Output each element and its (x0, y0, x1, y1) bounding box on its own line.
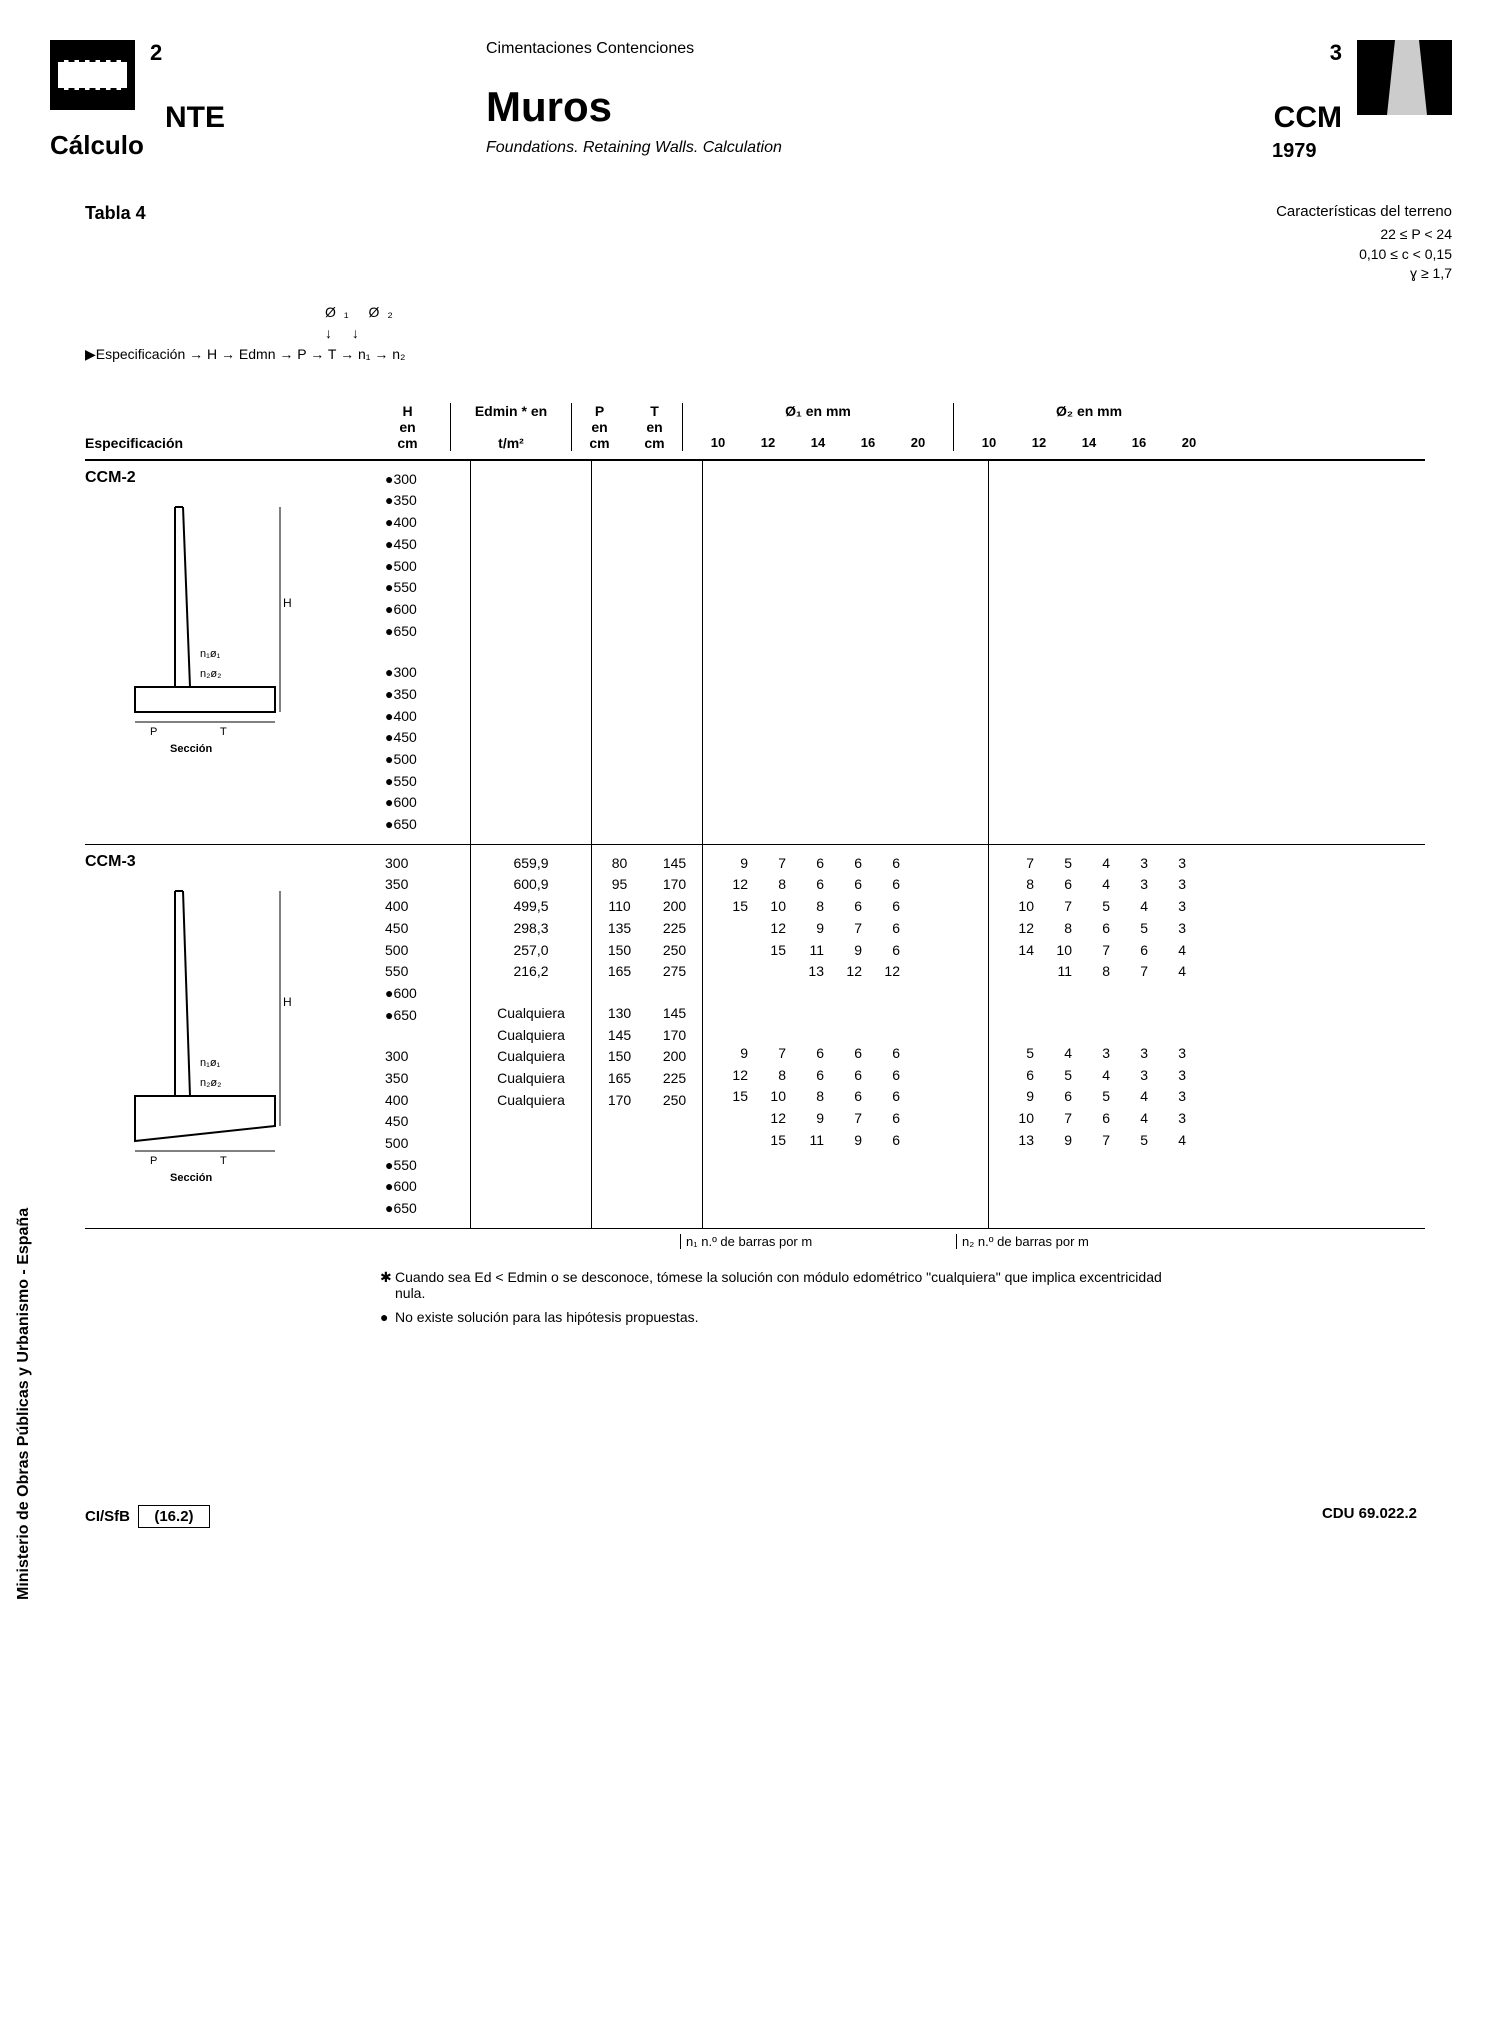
svg-text:n₁ø₁: n₁ø₁ (200, 1057, 221, 1069)
page-subtitle: Foundations. Retaining Walls. Calculatio… (486, 139, 986, 157)
breadcrumb: Cimentaciones Contenciones (486, 40, 986, 58)
ccm3-phi2-values: 7543386433107543128653141076411874543336… (989, 845, 1274, 1228)
page-number-left: 2 (150, 40, 225, 66)
svg-text:n₂ø₂: n₂ø₂ (200, 1077, 221, 1089)
footer-cdu: CDU 69.022.2 (1322, 1505, 1417, 1528)
ccm2-e-values (470, 461, 592, 844)
tabla-number: Tabla 4 (85, 203, 146, 284)
section-ccm3: CCM-3 H n₁ø₁ n₂ø₂ P T Sección (85, 845, 1425, 1229)
footnotes: ✱Cuando sea Ed < Edmin o se desconoce, t… (380, 1269, 1180, 1325)
ccm3-h-values: 300350400450500550●600●65030035040045050… (365, 845, 470, 1228)
ccm2-data: ●300●350●400●450●500●550●600●650●300●350… (365, 461, 1425, 844)
terrain-line2: 0,10 ≤ c < 0,15 (1276, 245, 1452, 265)
svg-text:Sección: Sección (170, 743, 212, 755)
svg-text:H: H (283, 995, 292, 1009)
ccm3-t-values: 145170200225250275145170200225250 (647, 845, 703, 1228)
svg-text:n₂ø₂: n₂ø₂ (200, 668, 221, 680)
ccm3-spec: CCM-3 H n₁ø₁ n₂ø₂ P T Sección (85, 845, 365, 1228)
ccm2-phi1-values (703, 461, 989, 844)
svg-text:Sección: Sección (170, 1172, 212, 1184)
flow-main: ▶Especificación → H → Edmn → P → T → n₁ … (85, 346, 1452, 363)
table-footer: n₁ n.º de barras por m n₂ n.º de barras … (85, 1234, 1425, 1249)
header-center: Cimentaciones Contenciones Muros Foundat… (486, 40, 986, 157)
flow-arrows: ↓ ↓ (325, 325, 1452, 341)
flow-phi: Ø₁ Ø₂ (325, 304, 1452, 320)
svg-text:H: H (283, 596, 292, 610)
svg-text:n₁ø₁: n₁ø₁ (200, 648, 221, 660)
ccm3-phi1-values: 9766612866615108661297615119613121297666… (703, 845, 989, 1228)
col-p: Pencm (572, 403, 627, 451)
svg-text:T: T (220, 1155, 227, 1167)
section-ccm2: CCM-2 H n₁ø₁ n₂ø₂ P T Sección (85, 461, 1425, 845)
footer-n1: n₁ n.º de barras por m (680, 1234, 956, 1249)
ccm3-diagram: H n₁ø₁ n₂ø₂ P T Sección (115, 881, 295, 1191)
year: 1979 (1272, 140, 1452, 163)
ministry-label: Ministerio de Obras Públicas y Urbanismo… (15, 1208, 33, 1600)
tabla-header-row: Tabla 4 Características del terreno 22 ≤… (50, 203, 1452, 284)
data-table: Especificación Hencm Edmin * ent/m² Penc… (85, 403, 1425, 1249)
terrain-line1: 22 ≤ P < 24 (1276, 225, 1452, 245)
nte-logo (50, 40, 135, 110)
col-phi2: Ø₂ en mm 1012141620 (954, 403, 1224, 451)
ccm2-h-values: ●300●350●400●450●500●550●600●650●300●350… (365, 461, 470, 844)
svg-text:P: P (150, 1155, 157, 1167)
ccm2-p-values (592, 461, 647, 844)
terrain-title: Características del terreno (1276, 203, 1452, 220)
ccm2-phi2-values (989, 461, 1274, 844)
page-footer: CI/SfB (16.2) CDU 69.022.2 (50, 1505, 1452, 1528)
footer-cisfb: CI/SfB (16.2) (85, 1505, 210, 1528)
ccm2-diagram: H n₁ø₁ n₂ø₂ P T Sección (115, 497, 295, 757)
col-t: Tencm (627, 403, 683, 451)
ccm3-name: CCM-3 (85, 853, 365, 871)
ccm2-name: CCM-2 (85, 469, 365, 487)
ccm2-spec: CCM-2 H n₁ø₁ n₂ø₂ P T Sección (85, 461, 365, 844)
page-number-right: 3 (1274, 40, 1342, 66)
col-especificacion: Especificación (85, 403, 365, 451)
ccm-logo (1357, 40, 1452, 115)
ccm3-p-values: 8095110135150165130145150165170 (592, 845, 647, 1228)
ccm3-e-values: 659,9600,9499,5298,3257,0216,2Cualquiera… (470, 845, 592, 1228)
footnote-bullet: ●No existe solución para las hipótesis p… (380, 1309, 1180, 1325)
col-h: Hencm (365, 403, 450, 451)
svg-text:P: P (150, 726, 157, 738)
svg-text:T: T (220, 726, 227, 738)
footnote-star: ✱Cuando sea Ed < Edmin o se desconoce, t… (380, 1269, 1180, 1301)
ccm-label: CCM (1274, 101, 1342, 135)
page-title: Muros (486, 83, 986, 131)
nte-label: NTE (165, 101, 225, 135)
terrain-line3: ɣ ≥ 1,7 (1276, 264, 1452, 284)
ccm2-t-values (647, 461, 703, 844)
ccm3-data: 300350400450500550●600●65030035040045050… (365, 845, 1425, 1228)
header-right: 3 CCM 1979 (1172, 40, 1452, 163)
header-left: 2 NTE Cálculo (50, 40, 300, 161)
footer-n2: n₂ n.º de barras por m (956, 1234, 1232, 1249)
calculation-flow: Ø₁ Ø₂ ↓ ↓ ▶Especificación → H → Edmn → P… (85, 304, 1452, 363)
terrain-characteristics: Características del terreno 22 ≤ P < 24 … (1276, 203, 1452, 284)
col-phi1: Ø₁ en mm 1012141620 (683, 403, 954, 451)
col-e: Edmin * ent/m² (450, 403, 572, 451)
page-header: 2 NTE Cálculo Cimentaciones Contenciones… (50, 40, 1452, 163)
table-header: Especificación Hencm Edmin * ent/m² Penc… (85, 403, 1425, 461)
